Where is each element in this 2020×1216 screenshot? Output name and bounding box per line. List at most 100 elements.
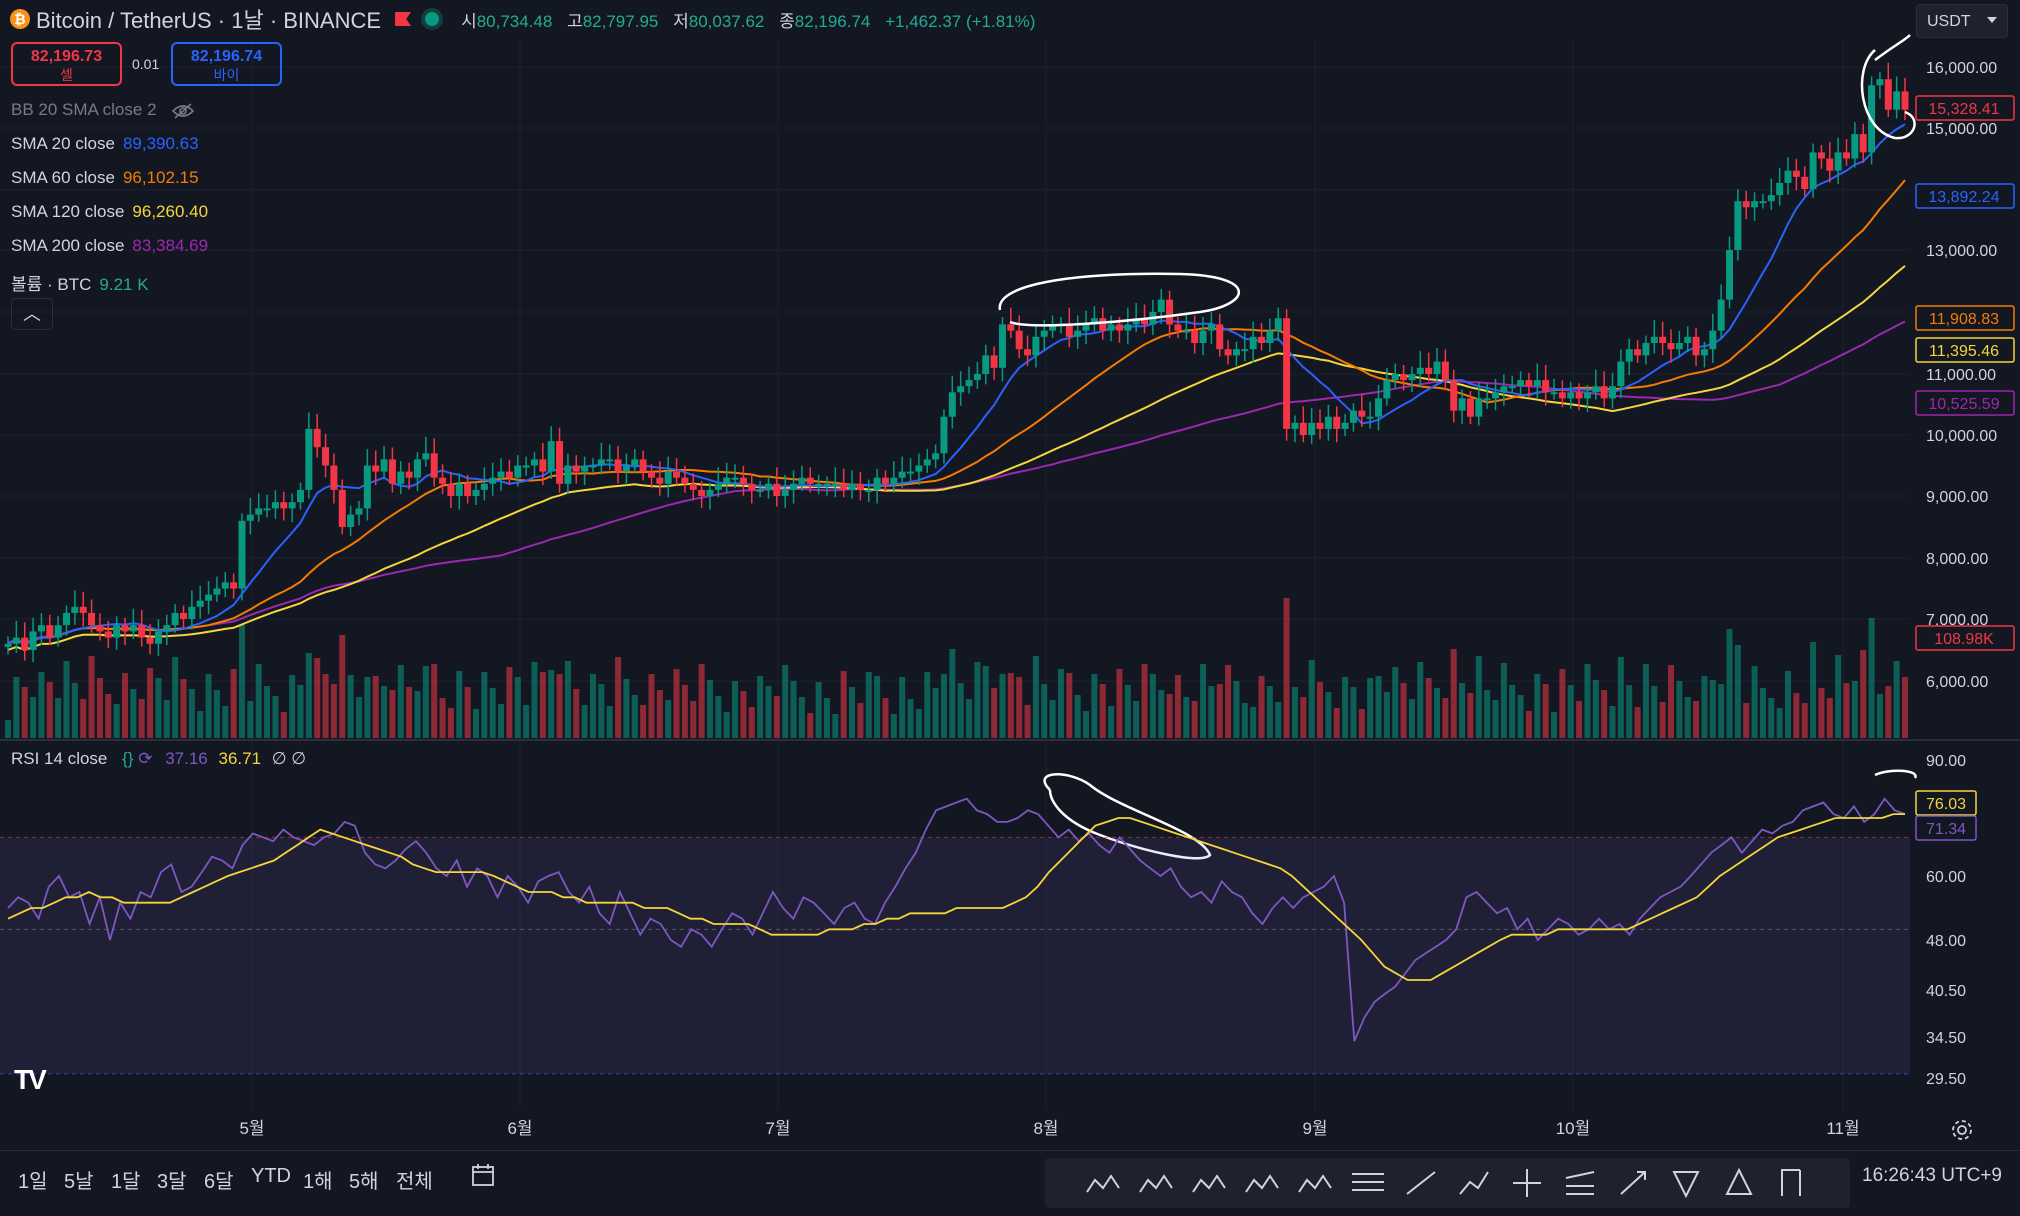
currency-button[interactable]: USDT <box>1916 4 2008 38</box>
measure-icon[interactable] <box>1781 1169 1801 1196</box>
volume-bar <box>581 705 588 738</box>
symbol-row[interactable]: ₿ Bitcoin / TetherUS · 1날 · BINANCE 시80,… <box>10 4 1035 34</box>
volume-bar <box>1375 676 1382 738</box>
candle-body <box>1191 330 1199 343</box>
settings-icon[interactable] <box>1950 1118 1974 1142</box>
volume-bar <box>1810 642 1817 738</box>
candle-body <box>631 459 639 466</box>
drawing-tools[interactable] <box>1045 1158 1850 1208</box>
candle-body <box>1483 398 1491 401</box>
sync-icon[interactable]: ⟳ <box>138 749 153 768</box>
pattern-15-icon[interactable] <box>1086 1174 1120 1193</box>
range-5y[interactable]: 5해 <box>349 1171 379 1193</box>
volume-bar <box>1542 684 1549 738</box>
crosshair-icon[interactable] <box>1513 1169 1541 1197</box>
volume-bar <box>1392 667 1399 738</box>
candle-body <box>1182 330 1190 333</box>
x-tick-label: 5월 <box>239 1119 264 1138</box>
candle-body <box>1065 324 1073 337</box>
pattern-abcd-icon[interactable] <box>1139 1174 1173 1193</box>
candle-body <box>1341 422 1349 429</box>
candle-body <box>815 483 823 486</box>
calendar-icon[interactable] <box>470 1162 496 1188</box>
flag-icon[interactable] <box>395 12 412 26</box>
price-chart[interactable]: 16,000.00 15,000.00 13,000.00 11,000.00 10,0… <box>0 0 2020 1150</box>
buy-button[interactable]: 82,196.74 바이 <box>171 42 282 86</box>
range-1d[interactable]: 1일 <box>18 1171 48 1193</box>
rsi-tick-label: 60.00 <box>1926 869 1966 886</box>
fib-levels-icon[interactable] <box>1352 1173 1384 1191</box>
range-6m[interactable]: 6달 <box>204 1171 234 1193</box>
pattern-ae-icon[interactable] <box>1192 1174 1226 1193</box>
indicator-sma60[interactable]: SMA 60 close 96,102.15 <box>11 168 199 187</box>
arrow-up-right-icon[interactable] <box>1620 1171 1646 1195</box>
volume-bar <box>757 676 764 738</box>
candle-body <box>96 625 104 632</box>
indicator-volume[interactable]: 볼륨 · BTC 9.21 K <box>11 275 149 294</box>
range-3m[interactable]: 3달 <box>157 1171 187 1193</box>
volume-bar <box>1617 657 1624 738</box>
eye-off-icon[interactable] <box>171 102 195 119</box>
volume-bar <box>397 665 404 738</box>
sell-button[interactable]: 82,196.73 셀 <box>11 42 122 86</box>
volume-bar <box>924 672 931 738</box>
candle-body <box>1007 324 1015 331</box>
range-all[interactable]: 전체 <box>396 1171 433 1193</box>
rsi-legend[interactable]: RSI 14 close {} ⟳ 37.16 36.71 ∅ ∅ <box>11 749 306 769</box>
indicator-sma200[interactable]: SMA 200 close 83,384.69 <box>11 236 209 255</box>
candle-body <box>1684 336 1692 343</box>
range-1m[interactable]: 1달 <box>111 1171 141 1193</box>
price-label-box <box>1915 305 2015 331</box>
volume-bar <box>1826 698 1833 738</box>
range-5d[interactable]: 5날 <box>64 1171 94 1193</box>
volume-bar <box>447 708 454 738</box>
candle-body <box>664 471 672 484</box>
arrow-down-icon[interactable] <box>1672 1171 1700 1199</box>
spread-value: 0.01 <box>132 56 160 72</box>
ray-lines-icon[interactable] <box>1565 1171 1595 1195</box>
candle-body <box>37 625 45 632</box>
indicator-sma20[interactable]: SMA 20 close 89,390.63 <box>11 134 199 153</box>
trendline-icon[interactable] <box>1406 1171 1436 1195</box>
candle-body <box>1659 336 1667 343</box>
symbol-title[interactable]: Bitcoin / TetherUS · 1날 · BINANCE <box>36 8 382 33</box>
candle-body <box>881 477 889 484</box>
volume-bar <box>163 700 170 738</box>
volume-bar <box>1300 697 1307 738</box>
tradingview-logo[interactable]: TV <box>14 1064 47 1095</box>
candle-body <box>12 637 20 644</box>
range-ytd[interactable]: YTD <box>251 1165 291 1187</box>
indicator-sma120[interactable]: SMA 120 close 96,260.40 <box>11 202 209 221</box>
candle-body <box>973 374 981 381</box>
chevron-up-icon[interactable]: ︿ <box>11 298 53 330</box>
volume-bar <box>1308 660 1315 738</box>
volume-bar <box>732 681 739 738</box>
candle-body <box>305 428 313 490</box>
volume-bar <box>1668 665 1675 738</box>
range-1y[interactable]: 1해 <box>303 1171 333 1193</box>
candle-body <box>505 471 513 478</box>
candle-body <box>1115 324 1123 331</box>
path-icon[interactable] <box>1459 1171 1489 1195</box>
candle-body <box>1567 392 1575 399</box>
indicator-bb[interactable]: BB 20 SMA close 2 <box>11 100 195 120</box>
code-icon[interactable]: {} <box>122 749 134 768</box>
volume-bar <box>840 671 847 738</box>
candle-body <box>46 625 54 638</box>
candle-body <box>1617 361 1625 387</box>
candle-body <box>196 600 204 607</box>
price-label-box <box>1915 95 2015 121</box>
sma120-line <box>7 265 1906 651</box>
arrow-up-icon[interactable] <box>1725 1167 1753 1195</box>
volume-bar <box>1358 709 1365 738</box>
pattern-wy-icon[interactable] <box>1245 1174 1279 1193</box>
candle-body <box>154 631 162 644</box>
pattern-wz-icon[interactable] <box>1298 1174 1332 1193</box>
candle-body <box>1349 410 1357 423</box>
volume-bar <box>1567 685 1574 738</box>
candle-body <box>129 625 137 632</box>
candle-body <box>480 483 488 490</box>
candle-body <box>1316 422 1324 429</box>
clock[interactable]: 16:26:43 UTC+9 <box>1862 1165 2002 1186</box>
price-tick-label: 13,000.00 <box>1926 243 1997 260</box>
